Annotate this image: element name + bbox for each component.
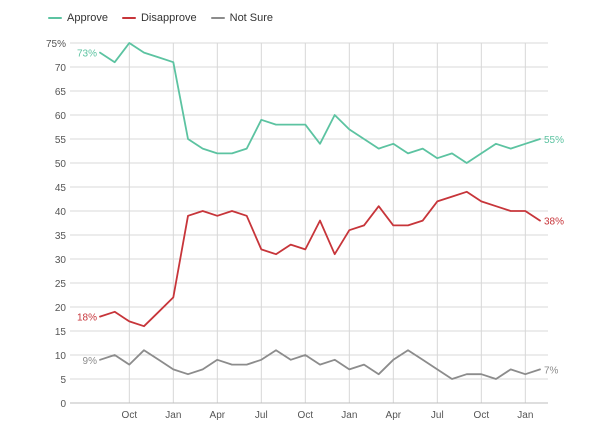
y-tick-label: 35 [55,231,67,242]
legend-item-not-sure[interactable]: Not Sure [210,12,274,24]
start-label-not-sure: 9% [83,356,98,367]
series-line-approve [99,42,541,164]
y-tick-label: 70 [55,63,67,74]
legend-swatch-disapprove [121,17,136,19]
x-tick-label: Jul [255,410,268,421]
y-tick-label: 20 [55,303,67,314]
series-line-not-sure [99,349,541,380]
start-label-disapprove: 18% [77,313,97,324]
legend-swatch-not-sure [210,17,225,19]
legend-label-not-sure: Not Sure [229,12,274,24]
x-tick-label: Oct [122,410,138,421]
legend-label-approve: Approve [67,12,108,24]
legend-swatch-approve [48,17,62,19]
y-tick-label: 30 [55,255,67,266]
y-tick-label: 40 [55,207,67,218]
y-tick-label: 10 [55,351,67,362]
end-label-approve: 55% [544,135,564,146]
x-tick-label: Oct [474,410,490,421]
x-tick-label: Jan [165,410,181,421]
y-tick-label: 65 [55,87,67,98]
chart-legend: Approve Disapprove Not Sure [48,12,273,24]
legend-label-disapprove: Disapprove [140,12,197,24]
x-tick-label: Apr [210,410,226,421]
y-tick-label: 25 [55,279,67,290]
y-tick-label: 15 [55,327,67,338]
y-tick-label: 50 [55,159,67,170]
legend-item-disapprove[interactable]: Disapprove [121,12,197,24]
y-tick-label: 60 [55,111,67,122]
y-tick-label: 75% [46,39,66,50]
y-tick-label: 5 [60,375,66,386]
x-tick-label: Apr [386,410,402,421]
end-label-not-sure: 7% [544,365,559,376]
end-label-disapprove: 38% [544,217,564,228]
y-tick-label: 45 [55,183,67,194]
x-tick-label: Jul [431,410,444,421]
x-tick-label: Jan [517,410,533,421]
x-tick-label: Jan [341,410,357,421]
y-tick-label: 0 [60,399,66,410]
start-label-approve: 73% [77,49,97,60]
y-tick-label: 55 [55,135,67,146]
x-tick-label: Oct [298,410,314,421]
series-line-disapprove [99,190,541,328]
legend-item-approve[interactable]: Approve [48,12,108,24]
